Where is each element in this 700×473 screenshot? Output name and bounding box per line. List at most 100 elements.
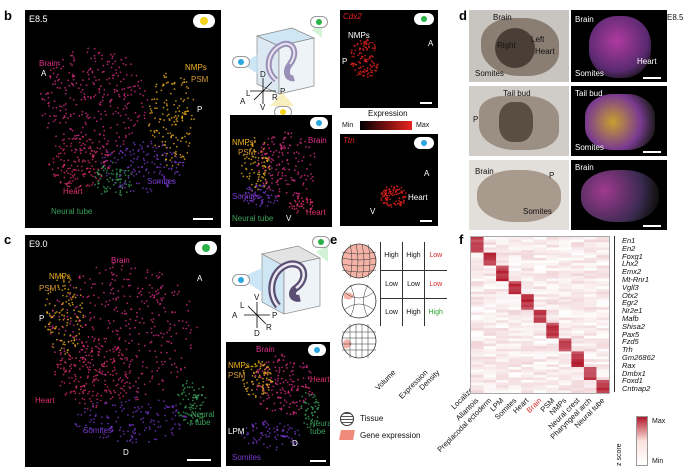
- cell-dot: [113, 157, 116, 159]
- cell-dot: [89, 97, 92, 100]
- cell-dot: [185, 92, 188, 94]
- cell-dot: [198, 388, 200, 390]
- cell-dot: [54, 327, 57, 330]
- cell-dot: [188, 386, 191, 389]
- cell-dot: [66, 311, 69, 314]
- cell-dot: [183, 387, 186, 390]
- cell-dot: [50, 331, 52, 334]
- cell-dot: [170, 428, 173, 431]
- heatmap-cell: [583, 317, 597, 321]
- eye-blue-icon: [232, 274, 250, 286]
- cell-dot: [74, 378, 77, 380]
- cell-dot: [81, 341, 83, 343]
- cell-dot: [261, 151, 264, 153]
- cell-dot: [64, 108, 67, 111]
- cell-dot: [261, 165, 264, 167]
- cell-dot: [248, 172, 251, 175]
- cell-dot: [126, 357, 128, 359]
- cell-dot: [282, 428, 284, 431]
- heatmap-cell: [471, 291, 484, 295]
- cell-dot: [248, 186, 251, 189]
- cell-dot: [152, 318, 155, 320]
- cell-dot: [175, 111, 177, 113]
- heatmap-cell: [571, 335, 585, 339]
- cell-dot: [163, 101, 166, 104]
- cell-dot: [105, 436, 108, 438]
- cell-dot: [94, 337, 96, 340]
- cell-dot: [122, 395, 125, 398]
- cell-dot: [161, 173, 164, 176]
- cell-dot: [300, 197, 303, 199]
- cell-dot: [293, 169, 296, 172]
- heatmap-cell: [533, 307, 547, 311]
- heatmap-cell: [521, 302, 535, 305]
- cell-dot: [149, 129, 152, 132]
- cell-dot: [262, 393, 265, 395]
- cell-dot: [121, 312, 124, 315]
- cell-dot: [153, 150, 156, 153]
- cell-dot: [357, 60, 360, 63]
- heatmap-cell: [508, 252, 522, 256]
- panel-e-letter: e: [330, 232, 338, 247]
- cell-dot: [120, 178, 122, 180]
- cell-dot: [145, 366, 148, 369]
- cell-dot: [374, 45, 377, 48]
- cell-dot: [271, 167, 273, 169]
- tissue-row-1: [340, 242, 378, 285]
- cell-dot: [114, 110, 117, 113]
- cell-dot: [81, 88, 84, 91]
- heatmap-cell: [571, 286, 585, 290]
- cell-dot: [251, 423, 254, 426]
- heatmap-cell: [596, 260, 610, 264]
- heart-label: Heart: [637, 57, 657, 66]
- heatmap-cell: [583, 372, 597, 376]
- cell-dot: [253, 372, 255, 375]
- heatmap-cell: [558, 239, 572, 243]
- cell-dot: [261, 434, 264, 437]
- cell-dot: [263, 153, 266, 155]
- cell-dot: [59, 353, 62, 356]
- cell-dot: [187, 309, 190, 312]
- cell-dot: [91, 349, 93, 352]
- cell-dot: [97, 182, 100, 185]
- cell-dot: [88, 390, 91, 393]
- cell-dot: [270, 137, 273, 140]
- panel-e-expression-cell: High: [380, 242, 403, 270]
- cell-dot: [286, 435, 288, 438]
- cell-dot: [111, 57, 114, 60]
- cell-dot: [61, 325, 64, 328]
- heatmap-cell: [521, 289, 535, 292]
- cell-dot: [111, 429, 114, 432]
- cell-dot: [314, 411, 317, 414]
- heatmap-cell: [571, 354, 585, 357]
- cell-dot: [169, 132, 172, 134]
- cell-dot: [122, 108, 125, 110]
- heatmap-cell: [558, 265, 572, 269]
- cell-dot: [90, 355, 93, 357]
- cell-dot: [115, 161, 117, 164]
- cell-dot: [398, 200, 401, 202]
- heatmap-cell: [546, 244, 560, 248]
- cell-dot: [128, 181, 131, 183]
- cell-dot: [358, 72, 361, 75]
- cell-dot: [65, 89, 68, 92]
- heatmap-cell: [533, 390, 547, 394]
- stage-label: E8.5: [29, 14, 48, 24]
- cell-dot: [59, 384, 62, 387]
- cell-dot: [165, 164, 168, 167]
- cell-dot: [130, 93, 132, 96]
- cell-dot: [392, 192, 394, 194]
- heatmap-cell: [496, 263, 509, 266]
- cell-dot: [124, 105, 127, 107]
- heatmap-cell: [583, 390, 597, 394]
- heatmap-cell: [583, 244, 597, 248]
- panel-e-score-cell: Low: [424, 269, 447, 298]
- cell-dot: [307, 392, 310, 395]
- cell-dot: [50, 91, 53, 94]
- heatmap-cell: [496, 343, 509, 347]
- heatmap-cell: [596, 390, 610, 394]
- heatmap-cell: [471, 307, 484, 311]
- cell-dot: [69, 304, 72, 307]
- heatmap-cell: [508, 322, 522, 326]
- cell-dot: [189, 420, 192, 422]
